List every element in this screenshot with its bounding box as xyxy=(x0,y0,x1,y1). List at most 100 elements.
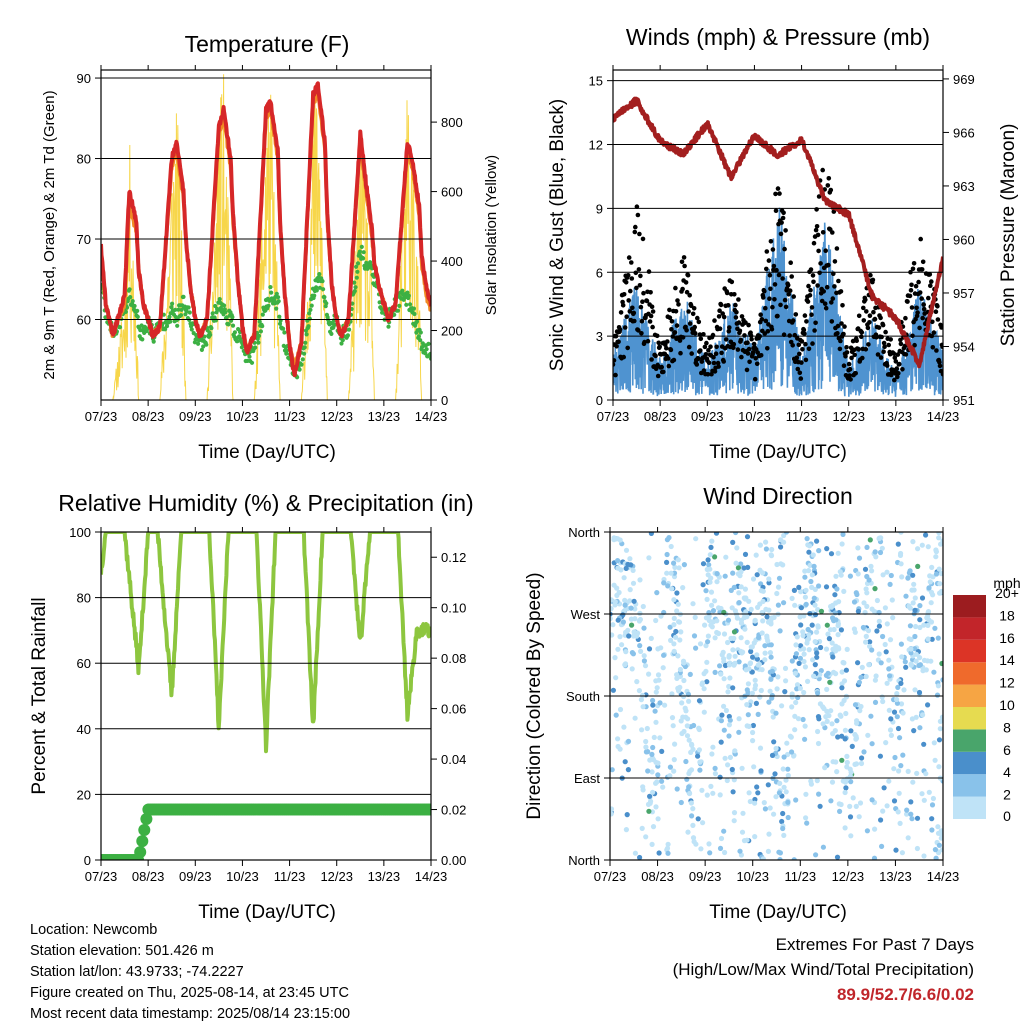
direction-point xyxy=(852,731,858,738)
gust-point xyxy=(636,328,641,333)
direction-point xyxy=(872,549,878,555)
direction-point xyxy=(833,643,839,649)
winds-x-label: Time (Day/UTC) xyxy=(709,442,847,463)
direction-point xyxy=(671,622,677,628)
direction-point xyxy=(615,736,621,742)
gust-point xyxy=(824,284,830,290)
direction-point xyxy=(890,615,896,621)
direction-point xyxy=(647,793,653,799)
direction-point xyxy=(656,677,662,683)
dewpoint-point xyxy=(127,287,132,292)
direction-point xyxy=(698,846,704,852)
gust-point xyxy=(836,278,841,284)
direction-point xyxy=(809,572,815,578)
direction-point xyxy=(612,599,618,605)
direction-point xyxy=(887,673,893,679)
dewpoint-point xyxy=(412,311,417,317)
colorbar-label: 14 xyxy=(999,652,1015,668)
gust-point xyxy=(765,329,771,334)
dewpoint-point xyxy=(380,310,385,315)
direction-point xyxy=(908,811,914,817)
gust-point xyxy=(808,287,813,293)
gust-point xyxy=(737,328,743,334)
direction-point xyxy=(824,546,830,552)
direction-point xyxy=(810,552,816,558)
direction-point xyxy=(621,724,627,730)
dewpoint-point xyxy=(132,303,137,309)
direction-point xyxy=(710,608,717,614)
direction-point xyxy=(905,575,911,581)
direction-point xyxy=(869,606,875,612)
direction-point xyxy=(839,669,845,675)
direction-point xyxy=(908,799,914,805)
gust-point xyxy=(918,236,923,242)
gust-point xyxy=(666,363,672,369)
temperature-y-label: 2m & 9m T (Red, Orange) & 2m Td (Green) xyxy=(41,90,58,379)
direction-point xyxy=(849,743,855,750)
gust-point xyxy=(770,304,775,310)
gust-point xyxy=(794,355,800,361)
gust-point xyxy=(799,339,805,344)
x-tick-label: 09/23 xyxy=(179,409,212,424)
gust-point xyxy=(703,352,709,357)
precip-points xyxy=(101,803,431,860)
direction-point xyxy=(861,600,867,606)
direction-point xyxy=(631,633,637,639)
direction-point xyxy=(842,825,848,831)
direction-point xyxy=(898,763,904,769)
gust-point xyxy=(672,330,678,335)
y2-tick-label: 0.02 xyxy=(441,803,466,818)
direction-point xyxy=(671,641,677,647)
direction-point xyxy=(936,737,943,743)
gust-point xyxy=(613,372,618,378)
dewpoint-point xyxy=(322,295,327,300)
direction-point xyxy=(637,854,643,860)
dewpoint-point xyxy=(426,341,431,346)
direction-point xyxy=(755,790,761,796)
direction-point xyxy=(848,728,854,734)
direction-point xyxy=(803,815,809,821)
direction-point xyxy=(700,820,706,826)
direction-point xyxy=(916,689,923,696)
direction-point xyxy=(677,637,683,643)
gust-point xyxy=(838,338,843,344)
direction-point xyxy=(745,564,751,571)
gust-point xyxy=(818,261,823,266)
dewpoint-point xyxy=(416,334,421,339)
dewpoint-point xyxy=(284,348,289,353)
direction-point xyxy=(696,747,703,753)
direction-point xyxy=(871,855,878,860)
direction-point xyxy=(797,685,804,691)
gust-point xyxy=(773,191,778,197)
y2-tick-label: 969 xyxy=(953,72,975,87)
direction-point xyxy=(789,658,795,664)
direction-point xyxy=(912,633,918,640)
direction-point xyxy=(893,847,899,853)
y2-tick-label: 400 xyxy=(441,254,463,269)
direction-point xyxy=(891,709,898,715)
direction-point xyxy=(752,682,759,689)
direction-point xyxy=(801,651,807,657)
gust-point xyxy=(682,263,687,269)
colorbar-swatch xyxy=(953,751,986,775)
direction-point xyxy=(848,833,854,839)
x-tick-label: 07/23 xyxy=(85,869,118,884)
y2-tick-label: 0.10 xyxy=(441,601,466,616)
direction-point xyxy=(641,658,648,664)
direction-point xyxy=(841,678,848,684)
gust-point xyxy=(765,346,770,351)
dewpoint-point xyxy=(317,272,322,277)
direction-point xyxy=(935,824,941,830)
gust-point xyxy=(629,276,635,281)
x-tick-label: 13/23 xyxy=(368,409,401,424)
gust-point xyxy=(903,315,908,321)
direction-point xyxy=(610,632,615,638)
gust-point xyxy=(835,323,841,329)
direction-point xyxy=(702,622,708,628)
direction-point xyxy=(610,806,615,812)
humidity-title: Relative Humidity (%) & Precipitation (i… xyxy=(58,490,473,516)
direction-point xyxy=(643,738,649,745)
gust-point xyxy=(679,259,685,265)
direction-point xyxy=(806,647,812,653)
direction-point xyxy=(933,571,940,577)
